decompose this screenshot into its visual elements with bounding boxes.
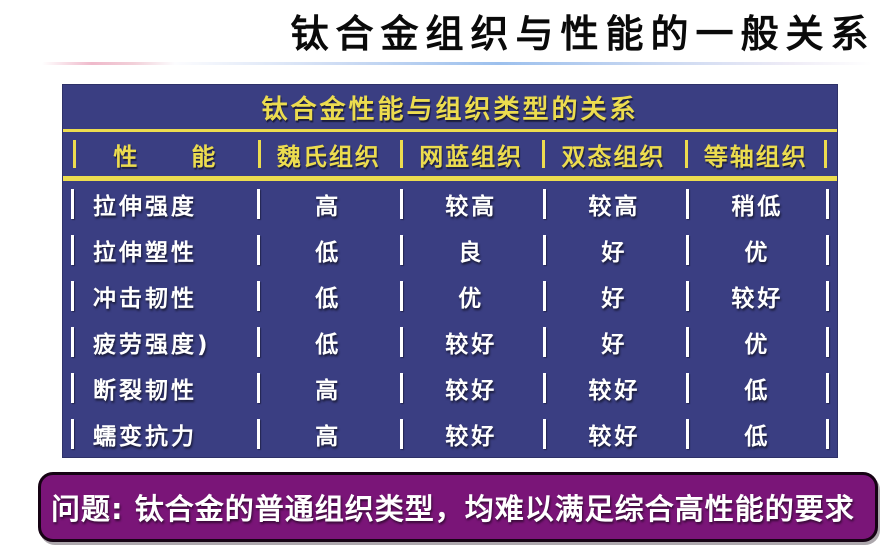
- performance-table: 钛合金性能与组织类型的关系 性 能 魏氏组织 网蓝组织 双态组织 等轴组织 拉伸…: [63, 85, 837, 457]
- problem-banner: 问题: 钛合金的普通组织类型，均难以满足综合高性能的要求: [38, 472, 878, 542]
- header-cell-property: 性 能: [73, 132, 258, 176]
- value-cell: 优: [686, 227, 829, 273]
- value-cell: 优: [400, 273, 543, 319]
- value-cell: 高: [257, 181, 400, 227]
- table-row: 拉伸强度 高 较高 较高 稍低: [63, 181, 837, 227]
- header-cell-equiaxed: 等轴组织: [685, 132, 827, 176]
- value-cell: 较好: [400, 365, 543, 411]
- table-body: 拉伸强度 高 较高 较高 稍低 拉伸塑性 低 良 好 优 冲击韧性 低 优 好 …: [63, 181, 837, 457]
- header-cell-widmanstatten: 魏氏组织: [258, 132, 400, 176]
- value-cell: 较高: [400, 181, 543, 227]
- value-cell: 高: [257, 411, 400, 457]
- table-header-row: 性 能 魏氏组织 网蓝组织 双态组织 等轴组织: [63, 132, 837, 176]
- property-cell: 疲劳强度): [71, 319, 257, 365]
- value-cell: 低: [686, 365, 829, 411]
- value-cell: 高: [257, 365, 400, 411]
- table-title: 钛合金性能与组织类型的关系: [261, 94, 639, 125]
- value-cell: 低: [257, 227, 400, 273]
- property-cell: 拉伸强度: [71, 181, 257, 227]
- table-row: 拉伸塑性 低 良 好 优: [63, 227, 837, 273]
- table-row: 冲击韧性 低 优 好 较好: [63, 273, 837, 319]
- table-row: 蠕变抗力 高 较好 较好 低: [63, 411, 837, 457]
- value-cell: 优: [686, 319, 829, 365]
- value-cell: 稍低: [686, 181, 829, 227]
- value-cell: 低: [257, 273, 400, 319]
- value-cell: 较好: [543, 365, 686, 411]
- property-cell: 蠕变抗力: [71, 411, 257, 457]
- property-cell: 拉伸塑性: [71, 227, 257, 273]
- value-cell: 好: [543, 273, 686, 319]
- title-underline-divider: [42, 62, 872, 65]
- value-cell: 较高: [543, 181, 686, 227]
- value-cell: 良: [400, 227, 543, 273]
- value-cell: 低: [257, 319, 400, 365]
- table-title-divider: [63, 129, 837, 132]
- value-cell: 好: [543, 319, 686, 365]
- header-cell-basketweave: 网蓝组织: [400, 132, 542, 176]
- table-row: 断裂韧性 高 较好 较好 低: [63, 365, 837, 411]
- table-row: 疲劳强度) 低 较好 好 优: [63, 319, 837, 365]
- value-cell: 较好: [400, 319, 543, 365]
- slide-title: 钛合金组织与性能的一般关系: [290, 11, 876, 56]
- value-cell: 较好: [543, 411, 686, 457]
- header-cell-bimodal: 双态组织: [542, 132, 684, 176]
- value-cell: 较好: [400, 411, 543, 457]
- value-cell: 低: [686, 411, 829, 457]
- problem-banner-text: 问题: 钛合金的普通组织类型，均难以满足综合高性能的要求: [51, 492, 855, 526]
- value-cell: 好: [543, 227, 686, 273]
- property-cell: 冲击韧性: [71, 273, 257, 319]
- header-divider: [63, 176, 837, 181]
- property-cell: 断裂韧性: [71, 365, 257, 411]
- value-cell: 较好: [686, 273, 829, 319]
